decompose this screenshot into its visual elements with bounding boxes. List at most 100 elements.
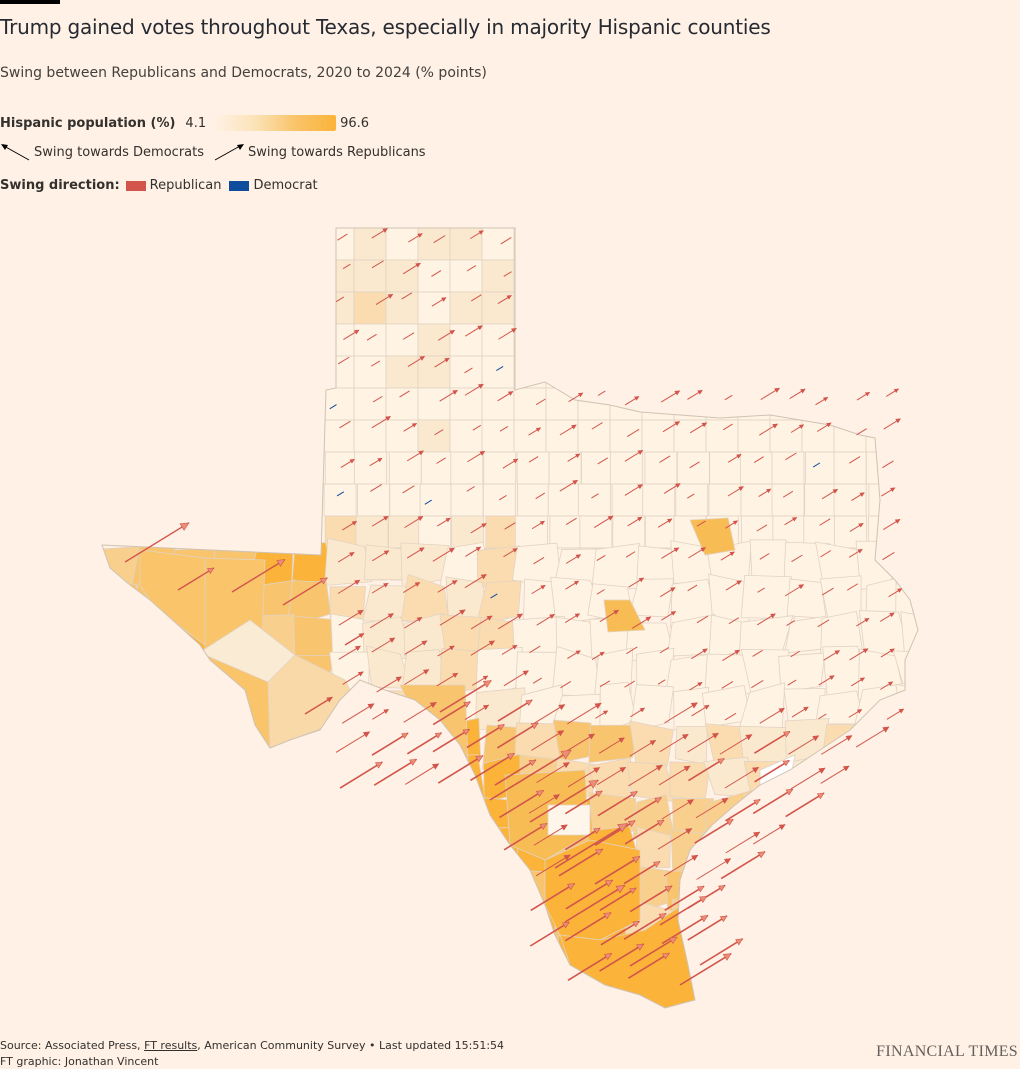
swing-arrow [687,493,695,499]
county-cell [833,323,867,357]
county-cell [860,941,906,978]
swing-arrow [497,699,533,722]
swing-arrow [849,648,869,661]
county-cell [323,867,375,912]
county-cell [861,719,909,768]
county-cell [139,549,206,646]
swing-arrow [437,645,455,657]
county-cell [577,228,611,261]
swing-arrow [465,546,482,557]
county-cell [784,972,824,1008]
swing-arrow [784,517,798,526]
county-cell [705,323,739,357]
swing-arrow [464,383,484,396]
county-cell [821,723,867,764]
swing-arrow [439,679,492,713]
swing-arrow [567,702,602,725]
county-cell [513,419,547,453]
swing-arrow [759,553,770,560]
county-cell [171,793,223,834]
swing-arrow [282,577,328,606]
county-cell [865,419,899,453]
swing-arrow [535,854,571,877]
swing-arrow [627,428,640,437]
swing-arrow [696,858,732,880]
county-cell [786,578,827,619]
county-cell [673,228,707,261]
swing-arrow [404,640,428,655]
swing-arrow [758,423,779,436]
swing-arrow [599,680,611,688]
swing-arrow [758,488,772,497]
swing-arrow [340,458,355,468]
county-cell [890,792,918,836]
graphic-credit: FT graphic: Jonathan Vincent [0,1055,159,1068]
county-cell [833,451,867,485]
county-cell [481,355,515,389]
county-cell [673,259,707,293]
arrow-legend: Swing towards Democrats Swing towards Re… [0,140,426,164]
swing-arrow [564,827,601,851]
swing-arrow [790,767,826,790]
swing-arrow [436,457,446,464]
county-cell [324,451,358,485]
swing-arrow [661,799,695,820]
county-cell [438,863,482,908]
swing-arrow [754,730,791,754]
county-cell [581,451,614,485]
swing-arrow [401,292,413,300]
swing-arrow [754,759,790,783]
swing-arrow [403,422,418,432]
swing-arrow [624,796,662,821]
county-cell [641,323,675,357]
swing-arrow [657,518,673,528]
county-cell [703,980,757,1008]
swing-arrow [722,649,741,662]
county-cell [550,973,599,1008]
texas-outline [101,227,919,1009]
swing-arrow [406,450,424,462]
county-cell [545,291,579,325]
swing-arrow [535,398,546,406]
swing-arrow [696,520,706,527]
county-cell [132,972,181,1008]
county-cell [322,719,369,768]
county-cell [777,942,823,980]
county-cell [865,451,899,485]
swing-arrow [342,671,364,685]
county-cell [769,228,803,261]
swing-arrow [599,609,620,623]
swing-arrow [688,757,725,782]
county-cell [641,355,675,389]
ft-results-link[interactable]: FT results [144,1039,198,1052]
county-cell [360,721,413,764]
county-cell [513,259,547,293]
hispanic-legend-max: 96.6 [340,115,370,131]
swing-arrow [531,520,546,530]
county-cell [217,758,254,805]
county-cell [801,291,835,325]
swing-arrow [404,669,430,685]
swing-arrow [691,704,710,717]
county-cell [549,515,583,549]
county-cell [833,228,867,261]
county-cell [353,355,387,389]
county-cell [833,355,867,389]
swing-arrow [882,460,894,469]
county-cell [545,323,579,357]
swing-arrow [369,457,383,467]
county-cell [603,599,646,633]
county-cell [778,652,826,693]
county-cell [814,755,869,805]
county-cell [131,654,180,694]
county-cell [209,790,261,842]
county-cell [737,419,771,453]
swing-arrow [337,233,348,241]
county-cell [896,826,918,875]
county-cell [102,685,142,726]
swing-arrow [344,632,365,646]
swing-arrow [342,263,351,270]
swing-arrow [567,767,601,788]
county-cell [898,547,918,581]
swing-arrow [591,422,603,430]
